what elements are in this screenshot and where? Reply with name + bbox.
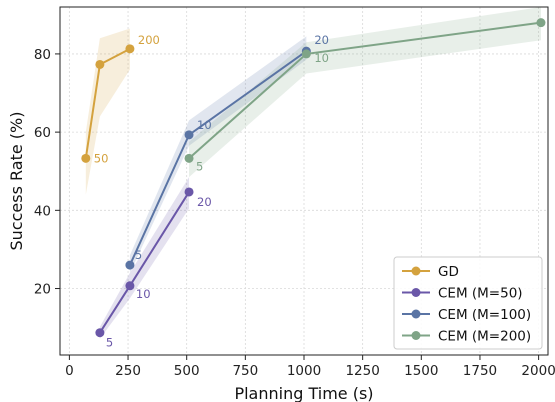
legend: GD CEM (M=50) CEM (M=100) CEM (M=200) xyxy=(393,256,543,350)
axes: 0 250 500 750 1000 1250 1500 1750 2000 20 40 60 80 xyxy=(34,6,555,379)
point-0-1 xyxy=(95,59,105,69)
point-label-2-2: 20 xyxy=(314,33,329,47)
legend-box xyxy=(393,256,543,350)
x-tick-label: 500 xyxy=(174,363,200,379)
point-label-0-0: 50 xyxy=(94,151,109,165)
point-3-2 xyxy=(536,18,546,28)
x-tick-label: 1000 xyxy=(287,363,321,379)
point-label-1-0: 5 xyxy=(106,336,113,350)
legend-label-2: CEM (M=100) xyxy=(438,307,531,323)
point-label-1-1: 10 xyxy=(136,287,151,301)
point-1-0 xyxy=(95,328,105,338)
legend-label-0: GD xyxy=(438,264,459,280)
legend-marker-2 xyxy=(411,309,421,319)
series-points xyxy=(81,18,546,338)
point-2-1 xyxy=(184,130,194,140)
y-tick-label: 20 xyxy=(34,282,51,298)
point-3-0 xyxy=(184,153,194,163)
point-label-1-2: 20 xyxy=(197,195,212,209)
legend-marker-3 xyxy=(411,331,421,340)
point-2-0 xyxy=(125,260,135,270)
band-3 xyxy=(189,7,541,178)
y-tick-label: 40 xyxy=(34,203,51,219)
grid-lines xyxy=(60,7,548,355)
line-1 xyxy=(99,191,190,334)
point-1-2 xyxy=(184,187,194,197)
band-2 xyxy=(129,36,307,273)
point-1-1 xyxy=(125,281,135,291)
band-0 xyxy=(85,28,130,195)
x-tick-label: 1750 xyxy=(463,363,497,379)
point-label-0-2: 200 xyxy=(138,33,160,47)
x-axis-label: Planning Time (s) xyxy=(234,384,373,402)
point-label-2-0: 5 xyxy=(135,248,142,262)
point-labels: 50 200 5 10 20 5 10 20 5 10 20 xyxy=(94,23,555,350)
legend-label-3: CEM (M=200) xyxy=(438,329,531,345)
point-label-2-1: 10 xyxy=(197,118,212,132)
y-tick-label: 80 xyxy=(34,47,51,63)
legend-label-1: CEM (M=50) xyxy=(438,286,523,302)
x-tick-label: 1500 xyxy=(404,363,438,379)
x-tick-label: 1250 xyxy=(345,363,379,379)
y-axis-label: Success Rate (%) xyxy=(7,112,26,251)
x-tick-label: 750 xyxy=(232,363,258,379)
x-tick-label: 0 xyxy=(65,363,74,379)
point-0-2 xyxy=(125,44,135,54)
point-label-3-1: 10 xyxy=(314,51,329,65)
point-label-3-2: 20 xyxy=(549,23,555,37)
legend-marker-1 xyxy=(411,288,421,297)
x-tick-label: 2000 xyxy=(521,363,555,379)
point-label-3-0: 5 xyxy=(196,159,203,173)
y-tick-label: 60 xyxy=(34,125,51,141)
legend-marker-0 xyxy=(411,266,421,276)
x-tick-label: 250 xyxy=(115,363,141,379)
point-3-1 xyxy=(301,49,311,59)
band-1 xyxy=(99,177,190,339)
point-0-0 xyxy=(81,153,91,163)
